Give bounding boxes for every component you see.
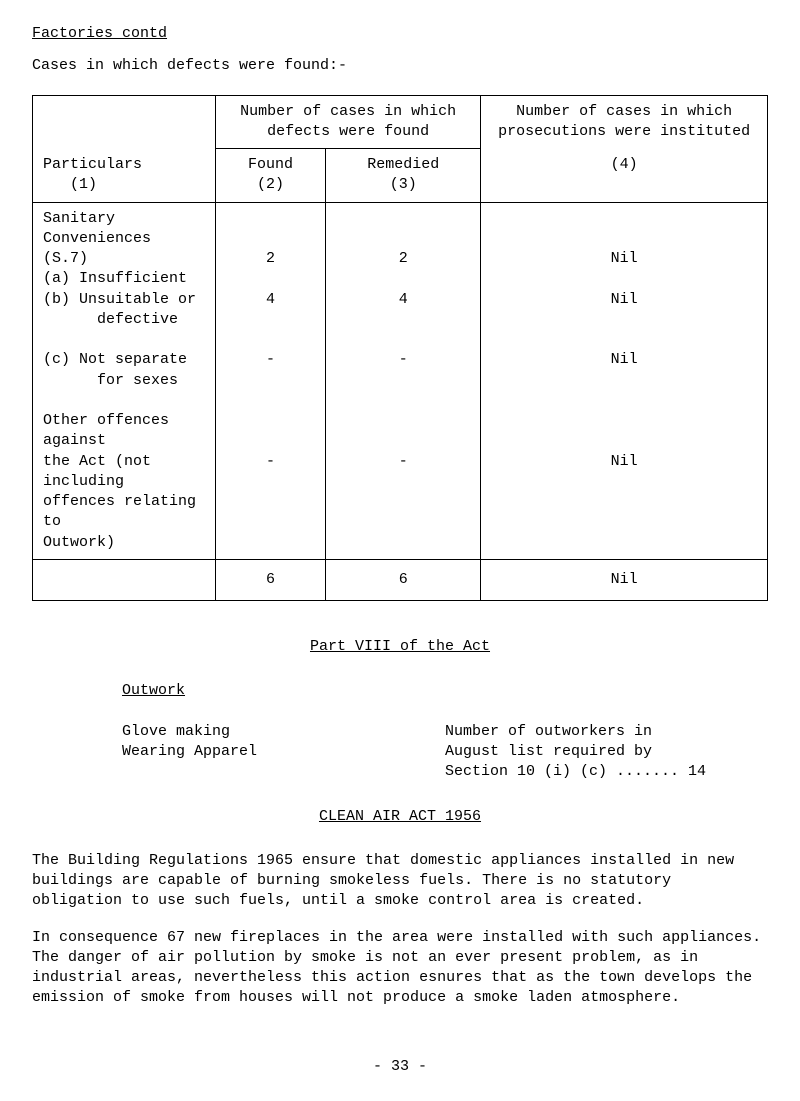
- col-header-remedied: Remedied (3): [326, 149, 481, 203]
- col-header-cases-found: Number of cases in which defects were fo…: [215, 95, 480, 149]
- part-viii-heading: Part VIII of the Act: [32, 637, 768, 657]
- page-number: - 33 -: [32, 1057, 768, 1077]
- page-title: Factories contd: [32, 24, 768, 44]
- col-header-particulars: Particulars (1): [33, 149, 216, 203]
- outwork-left: Glove making Wearing Apparel: [122, 722, 445, 783]
- col-header-found: Found (2): [215, 149, 325, 203]
- total-found: 6: [215, 559, 325, 600]
- clean-air-para-1: The Building Regulations 1965 ensure tha…: [32, 851, 768, 912]
- table-body-prosecutions: Nil Nil Nil Nil: [481, 202, 768, 559]
- table-body-particulars: Sanitary Conveniences (S.7) (a) Insuffic…: [33, 202, 216, 559]
- table-body-found: 2 4 - -: [215, 202, 325, 559]
- total-prosecutions: Nil: [481, 559, 768, 600]
- table-body-remedied: 2 4 - -: [326, 202, 481, 559]
- total-remedied: 6: [326, 559, 481, 600]
- clean-air-para-2: In consequence 67 new fireplaces in the …: [32, 928, 768, 1009]
- defects-table: Number of cases in which defects were fo…: [32, 95, 768, 602]
- outwork-heading: Outwork: [122, 681, 768, 701]
- page-subtitle: Cases in which defects were found:-: [32, 56, 768, 76]
- col-header-prosecutions: Number of cases in which prosecutions we…: [481, 95, 768, 149]
- clean-air-heading: CLEAN AIR ACT 1956: [32, 807, 768, 827]
- col-header-col4: (4): [481, 149, 768, 203]
- outwork-right: Number of outworkers in August list requ…: [445, 722, 768, 783]
